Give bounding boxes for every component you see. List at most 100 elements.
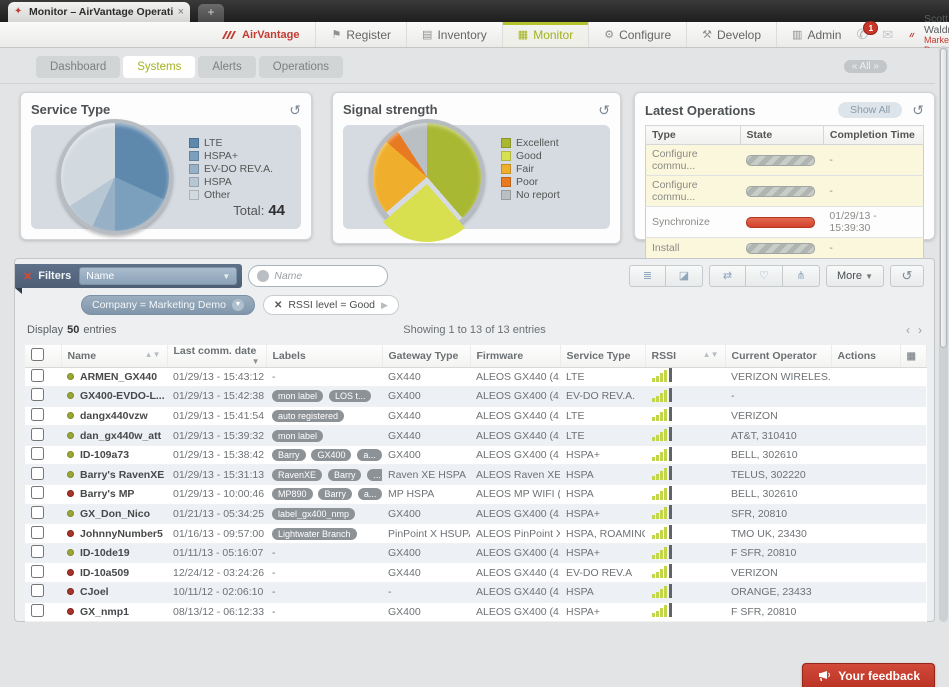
tab-dashboard[interactable]: Dashboard xyxy=(36,56,121,78)
column-settings-icon[interactable]: ▦ xyxy=(900,345,927,368)
filter-search-box[interactable] xyxy=(248,265,389,287)
labels-icon[interactable]: ◪ xyxy=(665,265,703,287)
table-refresh-icon[interactable]: ↺ xyxy=(890,265,924,287)
favorite-heart-icon[interactable]: ♡ xyxy=(745,265,783,287)
filter-search-input[interactable] xyxy=(274,270,380,282)
close-tab-icon[interactable]: × xyxy=(177,6,184,18)
select-all-checkbox[interactable] xyxy=(31,347,44,361)
remove-filter-icon[interactable]: ✕ xyxy=(273,299,283,311)
col-last-comm-date[interactable]: Last comm. date ▼ xyxy=(167,345,267,368)
row-checkbox[interactable] xyxy=(31,486,44,500)
table-row[interactable]: dangx440vzw 01/29/13 - 15:41:54 auto reg… xyxy=(25,406,926,427)
col-name[interactable]: Name ▲▼ xyxy=(61,345,168,368)
table-row[interactable]: GX400-EVDO-L... 01/29/13 - 15:42:38 mon … xyxy=(25,386,926,407)
ops-col-completion[interactable]: Completion Time xyxy=(822,125,925,145)
col-actions[interactable]: Actions xyxy=(831,345,901,368)
col-rssi[interactable]: RSSI ▲▼ xyxy=(645,345,726,368)
row-checkbox[interactable] xyxy=(31,368,44,382)
col-labels[interactable]: Labels xyxy=(266,345,383,368)
nav-item-develop[interactable]: ⚒ Develop xyxy=(686,22,776,47)
ops-col-type[interactable]: Type xyxy=(645,125,741,145)
pager-prev-icon[interactable]: ‹ xyxy=(906,323,910,337)
row-checkbox[interactable] xyxy=(31,388,44,402)
actions-cell xyxy=(831,602,900,623)
labels-cell: - xyxy=(266,582,382,603)
nav-item-register[interactable]: ⚑ Register xyxy=(315,22,406,47)
table-row[interactable]: JohnnyNumber5 01/16/13 - 09:57:00 Lightw… xyxy=(25,523,926,544)
clear-filters-icon[interactable]: ✕ xyxy=(23,270,33,283)
col-service-type[interactable]: Service Type xyxy=(560,345,646,368)
operation-row[interactable]: Configure commu... - xyxy=(645,144,924,176)
messages-icon[interactable]: ✉ xyxy=(882,26,894,42)
col-current-operator[interactable]: Current Operator xyxy=(725,345,832,368)
row-checkbox[interactable] xyxy=(31,525,44,539)
brand[interactable]: AirVantage xyxy=(0,22,315,47)
ops-col-state[interactable]: State xyxy=(739,125,824,145)
table-row[interactable]: ID-10de19 01/11/13 - 05:16:07 - GX400 AL… xyxy=(25,543,926,564)
table-row[interactable]: dan_gx440w_att 01/29/13 - 15:39:32 mon l… xyxy=(25,425,926,446)
operation-row[interactable]: Configure commu... - xyxy=(645,175,924,207)
more-button[interactable]: More ▼ xyxy=(825,265,884,287)
service-type-pie-chart[interactable] xyxy=(57,119,173,235)
tab-operations[interactable]: Operations xyxy=(258,56,344,78)
labels-cell: RavenXE Barry ... xyxy=(266,464,382,486)
filter-chip-company[interactable]: Company = Marketing Demo ▼ xyxy=(81,295,255,315)
tab-alerts[interactable]: Alerts xyxy=(198,56,256,78)
table-row[interactable]: ID-109a73 01/29/13 - 15:38:42 Barry GX40… xyxy=(25,445,926,466)
support-phone-icon[interactable]: ✆ 1 xyxy=(856,21,879,43)
table-row[interactable]: Barry's MP 01/29/13 - 10:00:46 MP890 Bar… xyxy=(25,484,926,505)
scrollbar-thumb[interactable] xyxy=(940,48,947,348)
airvantage-logo-icon xyxy=(222,30,236,39)
row-checkbox[interactable] xyxy=(31,505,44,519)
vertical-scrollbar[interactable] xyxy=(939,46,948,622)
row-checkbox[interactable] xyxy=(31,407,44,421)
refresh-icon[interactable]: ↺ xyxy=(912,102,924,118)
nav-label: Register xyxy=(346,27,392,42)
row-checkbox[interactable] xyxy=(31,603,44,617)
col-gateway-type[interactable]: Gateway Type xyxy=(382,345,471,368)
operation-row[interactable]: Synchronize 01/29/13 - 15:39:30 xyxy=(645,206,924,238)
nav-item-admin[interactable]: ▥ Admin xyxy=(776,22,856,47)
row-checkbox[interactable] xyxy=(31,584,44,598)
pager-next-icon[interactable]: › xyxy=(918,323,922,337)
status-dot-icon xyxy=(67,607,74,615)
table-row[interactable]: GX_Don_Nico 01/21/13 - 05:34:25 label_gx… xyxy=(25,504,926,525)
row-checkbox[interactable] xyxy=(31,427,44,441)
current-operator: F SFR, 20810 xyxy=(725,602,831,623)
page-size-select[interactable]: 50 xyxy=(67,324,80,336)
last-comm-date: 10/11/12 - 02:06:10 xyxy=(167,582,266,603)
tabs-pager[interactable]: « All » xyxy=(843,60,887,73)
browser-tab[interactable]: ✦ Monitor – AirVantage Operating... × xyxy=(8,2,190,22)
operation-state-bar xyxy=(746,185,815,197)
table-row[interactable]: GX_nmp1 08/13/12 - 06:12:33 - GX400 ALEO… xyxy=(25,602,926,623)
feedback-button[interactable]: Your feedback xyxy=(802,663,935,687)
sync-icon[interactable]: ⇄ xyxy=(708,265,746,287)
status-dot-icon xyxy=(67,490,74,498)
table-row[interactable]: CJoel 10/11/12 - 02:06:10 - - ALEOS GX44… xyxy=(25,582,926,603)
nav-item-inventory[interactable]: ▤ Inventory xyxy=(406,22,502,47)
row-checkbox[interactable] xyxy=(31,466,44,480)
refresh-icon[interactable]: ↺ xyxy=(289,101,301,118)
new-tab-button[interactable]: + xyxy=(198,4,224,22)
operation-row[interactable]: Install - xyxy=(645,237,924,259)
nav-item-configure[interactable]: ⚙ Configure xyxy=(588,22,686,47)
show-all-button[interactable]: Show All xyxy=(837,102,903,118)
row-checkbox[interactable] xyxy=(31,447,44,461)
filter-field-value: Name xyxy=(86,270,115,282)
tab-systems[interactable]: Systems xyxy=(123,56,196,78)
refresh-icon[interactable]: ↺ xyxy=(598,101,610,118)
filter-field-select[interactable]: Name ▼ xyxy=(79,267,238,285)
legend-label: LTE xyxy=(204,137,223,149)
list-view-icon[interactable]: ≣ xyxy=(628,265,666,287)
tree-icon[interactable]: ⋔ xyxy=(782,265,820,287)
filter-chip-rssi[interactable]: ✕ RSSI level = Good ▶ xyxy=(262,295,399,315)
firmware: ALEOS GX400 (4.2.... xyxy=(470,504,560,525)
nav-item-monitor[interactable]: ▦ Monitor xyxy=(501,22,589,47)
table-row[interactable]: Barry's RavenXE 01/29/13 - 15:31:13 Rave… xyxy=(25,464,926,486)
row-checkbox[interactable] xyxy=(31,545,44,559)
table-row[interactable]: ID-10a509 12/24/12 - 03:24:26 - GX440 AL… xyxy=(25,562,926,584)
row-checkbox[interactable] xyxy=(31,564,44,578)
col-firmware[interactable]: Firmware xyxy=(470,345,561,368)
service-type-panel: Service Type ↺ LTE HSPA+ EV-DO REV.A. HS… xyxy=(20,92,312,240)
table-row[interactable]: ARMEN_GX440 01/29/13 - 15:43:12 - GX440 … xyxy=(25,367,926,388)
